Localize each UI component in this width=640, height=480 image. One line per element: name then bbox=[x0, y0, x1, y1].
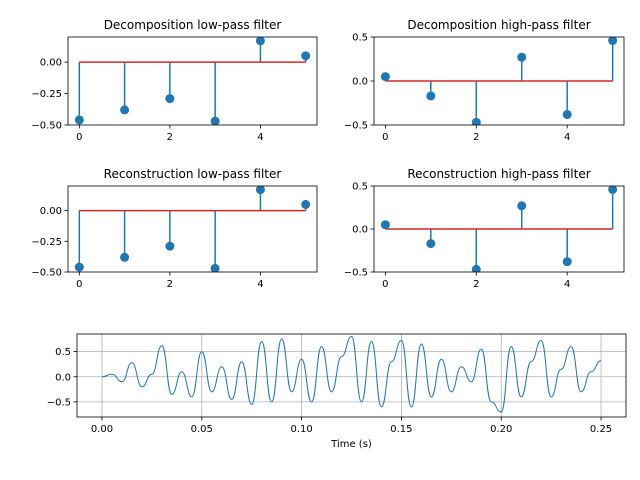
y-tick-label-0: −0.50 bbox=[31, 268, 62, 279]
stem-marker-2 bbox=[471, 264, 481, 272]
stem-marker-0 bbox=[380, 220, 390, 230]
y-tick-label-1: 0.0 bbox=[352, 225, 368, 236]
x-tick-label-1: 2 bbox=[473, 132, 479, 143]
x-tick-label-0: 0 bbox=[76, 279, 82, 290]
x-tick-label-3: 0.15 bbox=[390, 424, 412, 435]
stem-marker-2 bbox=[165, 241, 175, 251]
y-tick-label-2: 0.5 bbox=[55, 347, 71, 358]
x-tick-label-4: 0.20 bbox=[490, 424, 512, 435]
y-tick-label-1: 0.0 bbox=[352, 77, 368, 88]
axis-frame bbox=[76, 333, 627, 418]
stem-marker-1 bbox=[426, 91, 436, 101]
stem-marker-2 bbox=[471, 117, 481, 125]
y-tick-label-2: 0.5 bbox=[352, 182, 368, 193]
x-tick-label-0: 0.00 bbox=[91, 424, 113, 435]
panel-4: Reconstruction high-pass filter 0 2 4 −0.5 0.… bbox=[344, 167, 625, 290]
x-tick-label-2: 4 bbox=[257, 279, 263, 290]
data-layer bbox=[101, 336, 602, 413]
panel-5: 0.00 0.05 0.10 0.15 0.20 0.25 −0.5 0.0 0.5 Time (… bbox=[47, 333, 627, 450]
panel-2: Decomposition high-pass filter 0 2 4 −0.5 0.0… bbox=[344, 18, 625, 143]
stem-marker-0 bbox=[380, 72, 390, 82]
panel-1: Decomposition low-pass filter 0 2 4 −0.50 −0.… bbox=[31, 18, 318, 143]
y-tick-label-1: 0.0 bbox=[55, 372, 71, 383]
stem-marker-2 bbox=[165, 94, 175, 104]
y-tick-label-2: 0.00 bbox=[40, 58, 62, 69]
x-tick-label-0: 0 bbox=[76, 132, 82, 143]
stem-marker-3 bbox=[210, 116, 220, 125]
stem-marker-0 bbox=[74, 262, 84, 272]
stem-marker-4 bbox=[562, 257, 572, 267]
x-tick-label-2: 4 bbox=[564, 279, 570, 290]
y-tick-label-2: 0.5 bbox=[352, 33, 368, 44]
axis-frame bbox=[67, 185, 318, 273]
stem-marker-3 bbox=[210, 263, 220, 272]
x-tick-label-2: 0.10 bbox=[290, 424, 312, 435]
x-tick-label-2: 4 bbox=[564, 132, 570, 143]
stem-marker-3 bbox=[517, 201, 527, 211]
stem-marker-1 bbox=[120, 105, 130, 115]
y-tick-label-0: −0.50 bbox=[31, 121, 62, 132]
stem-marker-1 bbox=[120, 252, 130, 262]
stem-marker-4 bbox=[255, 186, 265, 195]
stem-marker-4 bbox=[562, 109, 572, 119]
x-tick-label-1: 2 bbox=[167, 279, 173, 290]
series-line-0 bbox=[101, 336, 602, 413]
x-tick-label-0: 0 bbox=[382, 132, 388, 143]
data-layer bbox=[74, 37, 311, 125]
y-tick-label-0: −0.5 bbox=[47, 397, 71, 408]
x-tick-label-2: 4 bbox=[257, 132, 263, 143]
y-tick-label-0: −0.5 bbox=[344, 121, 368, 132]
data-layer bbox=[74, 186, 311, 272]
y-tick-label-2: 0.00 bbox=[40, 206, 62, 217]
x-axis-label: Time (s) bbox=[330, 439, 372, 450]
stem-marker-5 bbox=[608, 37, 618, 46]
y-tick-label-1: −0.25 bbox=[31, 89, 62, 100]
x-tick-label-1: 2 bbox=[167, 132, 173, 143]
panel-title: Decomposition high-pass filter bbox=[407, 18, 590, 32]
panel-title: Decomposition low-pass filter bbox=[104, 18, 282, 32]
y-tick-label-1: −0.25 bbox=[31, 237, 62, 248]
y-tick-label-0: −0.5 bbox=[344, 268, 368, 279]
axis-frame bbox=[67, 36, 318, 126]
stem-marker-5 bbox=[301, 199, 311, 209]
x-tick-label-1: 0.05 bbox=[191, 424, 213, 435]
data-layer bbox=[380, 186, 618, 272]
x-tick-label-5: 0.25 bbox=[590, 424, 612, 435]
panel-title: Reconstruction high-pass filter bbox=[407, 167, 590, 181]
stem-marker-3 bbox=[517, 52, 527, 62]
panel-3: Reconstruction low-pass filter 0 2 4 −0.50 −0… bbox=[31, 167, 318, 290]
x-tick-label-0: 0 bbox=[382, 279, 388, 290]
x-tick-label-1: 2 bbox=[473, 279, 479, 290]
stem-marker-1 bbox=[426, 239, 436, 249]
stem-marker-5 bbox=[608, 186, 618, 194]
data-layer bbox=[380, 37, 618, 125]
panel-title: Reconstruction low-pass filter bbox=[104, 167, 282, 181]
stem-marker-0 bbox=[74, 115, 84, 125]
stem-marker-4 bbox=[255, 37, 265, 46]
stem-marker-5 bbox=[301, 51, 311, 61]
